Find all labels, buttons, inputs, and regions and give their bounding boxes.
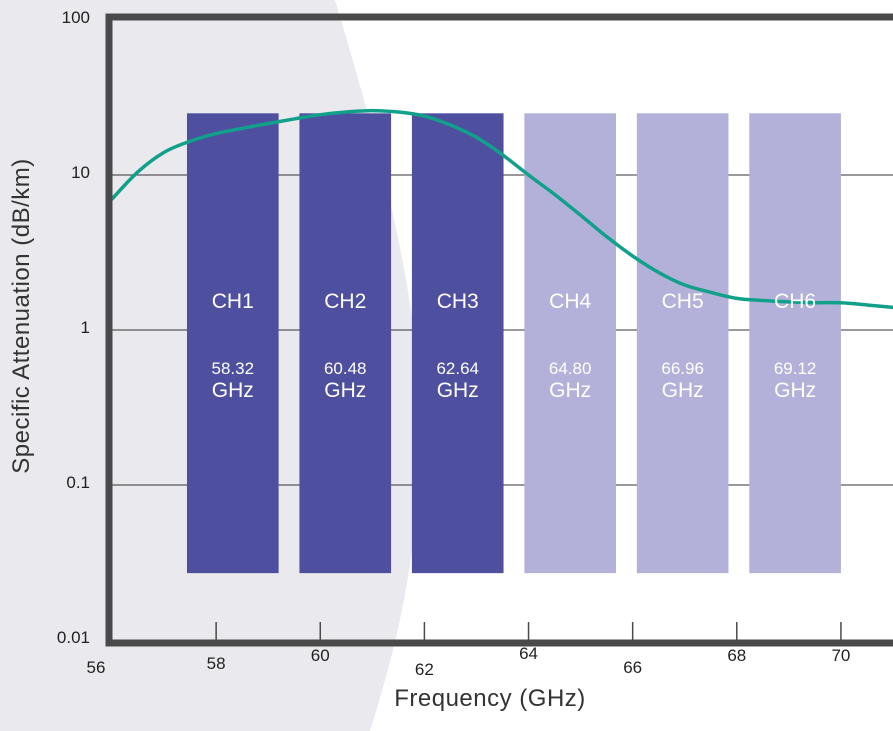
channel-unit-ch4: GHz (549, 379, 592, 403)
x-tick-label: 64 (519, 644, 538, 663)
x-tick-label: 58 (206, 654, 226, 673)
channel-bar-ch5 (636, 113, 729, 574)
channel-frequency-ch6: 69.12 (773, 359, 817, 379)
channel-frequency-ch4: 64.80 (548, 359, 592, 379)
channel-bar-ch4 (524, 113, 617, 574)
channel-name-ch4: CH4 (549, 289, 592, 313)
channel-frequency-ch1: 58.32 (211, 359, 255, 379)
channel-unit-ch3: GHz (436, 379, 479, 403)
channel-bar-ch1 (186, 113, 279, 574)
channel-frequency-ch2: 60.48 (323, 359, 367, 379)
channel-frequency-ch5: 66.96 (661, 359, 704, 379)
channel-bar-ch3 (411, 113, 504, 574)
x-tick-label: 62 (414, 660, 434, 679)
plot-frame (105, 13, 893, 647)
y-tick-label: 0.01 (56, 628, 90, 647)
channel-name-ch2: CH2 (324, 289, 367, 313)
channel-unit-ch2: GHz (324, 379, 367, 403)
x-tick-label: 70 (831, 646, 851, 665)
y-axis-label: Specific Attenuation (dB/km) (8, 158, 35, 474)
channel-unit-ch1: GHz (211, 379, 254, 403)
channel-bar-ch2 (299, 113, 392, 574)
channel-name-ch3: CH3 (436, 289, 479, 313)
y-tick-label: 1 (80, 318, 90, 337)
y-tick-label: 0.1 (66, 473, 90, 492)
x-tick-label: 68 (727, 646, 747, 665)
channel-bars (186, 113, 841, 574)
y-tick-label: 100 (61, 8, 90, 27)
x-tick-label: 66 (623, 658, 643, 677)
attenuation-series (110, 108, 893, 310)
x-axis-label: Frequency (GHz) (394, 685, 586, 712)
channel-unit-ch6: GHz (774, 379, 817, 403)
channel-unit-ch5: GHz (661, 379, 704, 403)
channel-name-ch1: CH1 (211, 289, 254, 313)
attenuation-curve-0 (110, 108, 893, 310)
y-tick-label: 10 (71, 163, 90, 182)
channel-name-ch6: CH6 (774, 289, 817, 313)
channel-bar-ch6 (749, 113, 841, 574)
channel-name-ch5: CH5 (661, 289, 704, 313)
x-tick-label: 60 (310, 646, 330, 665)
x-tick-label: 56 (86, 658, 106, 677)
channel-frequency-ch3: 62.64 (436, 359, 479, 379)
